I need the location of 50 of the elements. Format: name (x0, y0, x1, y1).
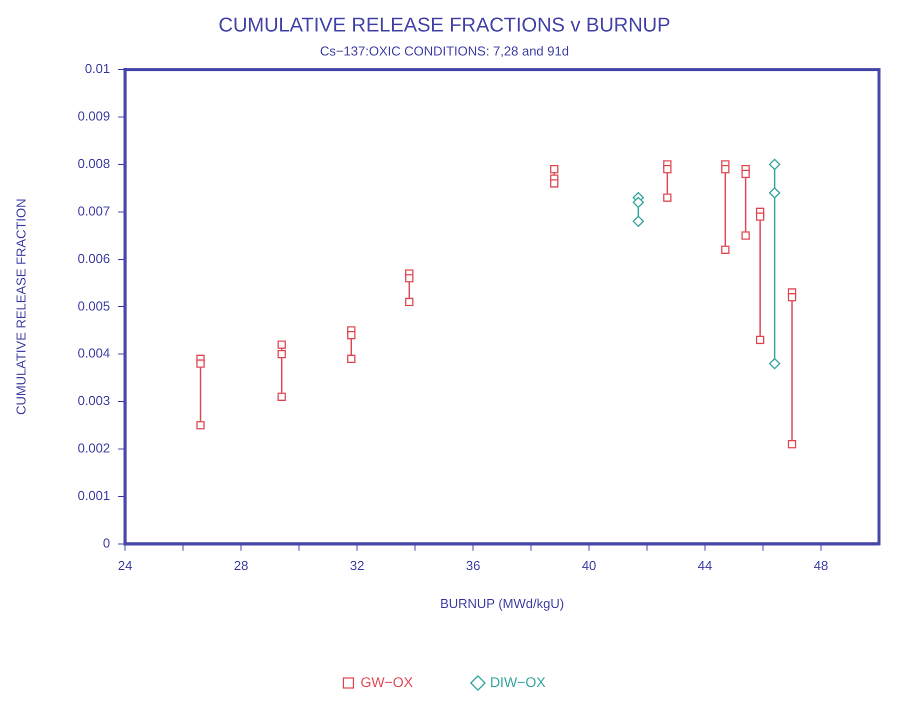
y-axis-title: CUMULATIVE RELEASE FRACTION (13, 198, 28, 415)
point (278, 350, 286, 358)
y-tick-label: 0.009 (78, 108, 110, 124)
x-tick-label: 48 (814, 558, 828, 574)
point (550, 179, 558, 188)
point (550, 164, 558, 174)
chart-title: CUMULATIVE RELEASE FRACTIONS v BURNUP (218, 14, 670, 37)
x-axis-title: BURNUP (MWd/kgU) (440, 596, 564, 611)
point (788, 293, 796, 302)
point (721, 164, 730, 174)
point (788, 440, 796, 448)
y-tick-label: 0.007 (78, 203, 110, 218)
y-tick-label: 0.001 (78, 488, 110, 503)
point (278, 392, 286, 401)
point (632, 196, 644, 208)
legend-label: DIW−OX (490, 674, 546, 690)
point (756, 336, 764, 344)
point (721, 246, 730, 254)
point (632, 216, 644, 227)
y-tick-label: 0.008 (78, 156, 110, 172)
x-tick-label: 24 (118, 558, 132, 574)
point (768, 158, 780, 170)
point (663, 193, 672, 202)
point (405, 274, 414, 282)
point (196, 421, 205, 430)
y-tick-label: 0.004 (78, 346, 110, 361)
point (196, 359, 205, 368)
x-tick-label: 36 (466, 558, 480, 574)
point (768, 187, 780, 199)
point (347, 330, 356, 340)
point (663, 164, 672, 174)
y-tick-label: 0.01 (84, 61, 110, 76)
x-tick-label: 44 (698, 558, 712, 574)
chart-subtitle: Cs−137:OXIC CONDITIONS: 7,28 and 91d (320, 43, 569, 58)
point (347, 354, 356, 364)
point (278, 340, 286, 349)
y-tick-label: 0.003 (78, 393, 110, 408)
x-tick-label: 28 (234, 558, 248, 574)
point (768, 358, 780, 370)
y-tick-label: 0.002 (78, 440, 110, 456)
point (741, 231, 750, 240)
y-tick-label: 0.006 (78, 250, 110, 266)
y-tick-label: 0 (102, 535, 110, 550)
x-tick-label: 32 (350, 558, 364, 574)
y-tick-label: 0.005 (78, 298, 110, 314)
point (741, 170, 750, 178)
legend-label: GW−OX (360, 674, 414, 690)
point (756, 212, 764, 221)
point (405, 298, 414, 306)
x-tick-label: 40 (582, 558, 596, 574)
